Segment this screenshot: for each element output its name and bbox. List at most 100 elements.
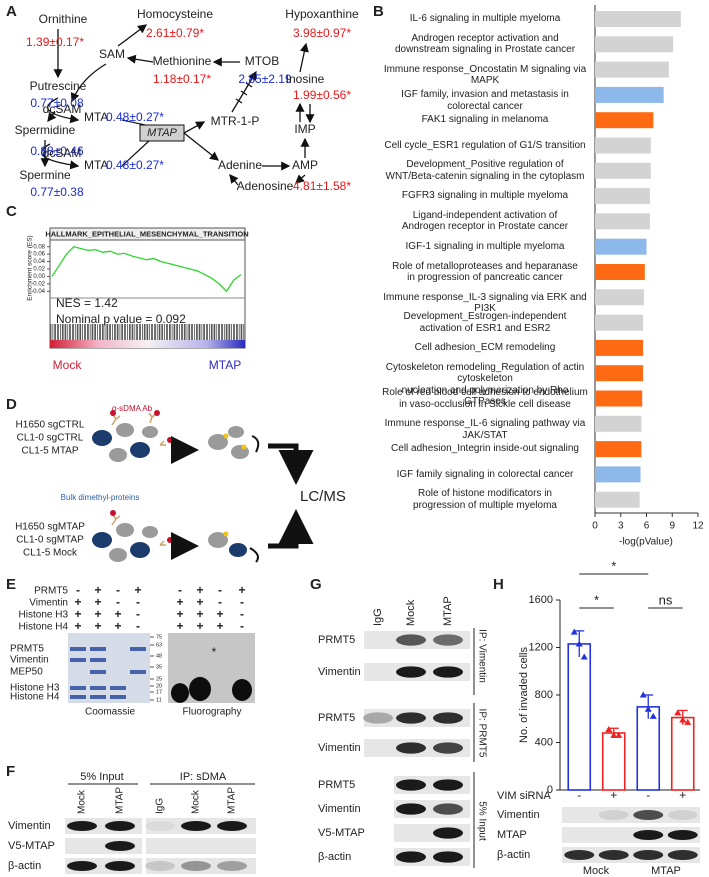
blot [562,807,700,823]
annotation: Nominal p value = 0.092 [56,312,186,326]
lane-label: Mock [77,789,88,814]
sign: - [116,583,120,597]
protein-label: Bulk dimethyl-proteins [61,493,140,502]
metabolite: Methionine [153,54,212,68]
category-label: Androgen receptor activation and downstr… [394,32,576,56]
x-tick-label: 9 [669,521,675,532]
blot-band [67,861,97,871]
panel-label: D [6,396,17,413]
gel-band [130,647,146,651]
y-tick-label: -0.02 [31,281,45,287]
band-label: PRMT5 [10,644,44,655]
pathway-arrows [40,24,315,186]
metabolite: AMP [292,158,318,172]
data-point [615,731,623,738]
chart-title: HALLMARK_EPITHELIAL_MESENCHYMAL_TRANSITI… [45,229,248,238]
gel-band [90,658,106,662]
panel-label: H [493,576,504,593]
blot [146,838,256,854]
sign: + [196,619,203,633]
blot-band [433,851,463,863]
bar [595,162,651,179]
y-tick-label: 0.08 [33,244,45,250]
data-point [679,716,687,723]
radiograph-signal [232,679,252,701]
blot-band [598,850,629,860]
metabolite: SAM [99,47,125,61]
marker-label: 48 [156,653,162,659]
panel-label: B [373,3,384,20]
blot-band [145,861,175,871]
blot-label: Vimentin [318,742,361,754]
metabolite: MTA [84,158,108,172]
bar [595,415,642,432]
bar [595,289,644,306]
blot-label: PRMT5 [318,779,355,791]
data-point [605,725,613,732]
stain-label: Coomassie [85,707,135,718]
gel-band [90,686,106,690]
category-label: Development_Positive regulation of WNT/B… [385,159,585,182]
category-label: Cell cycle_ESR1 regulation of G1/S trans… [384,139,586,151]
blot-band [396,779,426,791]
bar [595,61,669,78]
blot-band [396,666,426,678]
blot-band [396,742,426,754]
significance: * [611,558,616,573]
fold-change: 2.85±2.19 [238,72,292,86]
blot-band [633,830,664,840]
metabolite: dcSAM [43,102,82,116]
sign: - [136,595,140,609]
category-label: FAK1 signaling in melanoma [421,114,549,126]
blot-band [433,827,463,839]
sign: + [94,607,101,621]
marker-label: 20 [156,683,162,689]
gel-band [70,686,86,690]
blot-band [105,821,135,831]
es-curve [51,245,242,293]
category-label: Immune response_Oncostatin M signaling v… [383,63,587,87]
blot-band [667,810,698,820]
fold-change: 1.39±0.17* [26,35,84,49]
rank-strip [50,340,245,348]
fold-change: 1.18±0.17* [153,72,211,86]
group-label: MTAP [209,358,241,372]
gel-band [110,686,126,690]
metabolite: MTA [84,110,108,124]
blot [562,847,700,863]
blot-band [396,712,426,724]
data-point [684,718,692,725]
row-label: Histone H4 [19,622,69,633]
bar [595,441,642,458]
sign: + [216,619,223,633]
category-label: Development_Estrogen-independent activat… [403,311,567,334]
fold-change: 0.77±0.08 [30,96,84,110]
schematic [92,410,314,563]
coomassie-gel [68,633,150,703]
bar [595,36,674,53]
blot [146,858,256,874]
sign: - [178,583,182,597]
data-point [610,731,618,738]
y-tick-label: 0.04 [33,259,45,265]
blot-label: MTAP [497,829,527,841]
gel-band [110,695,126,699]
blot-label: β-actin [318,851,351,863]
category-label: Immune response_IL-6 signaling pathway v… [384,418,586,441]
data-point [570,628,578,635]
sign: - [136,607,140,621]
blot-label: Vimentin [497,809,540,821]
blot-band [667,830,698,840]
band-label: MEP50 [10,667,43,678]
fold-change: 3.98±0.97* [293,26,351,40]
metabolite: MTR-1-P [211,114,260,128]
x-tick-label: - [577,788,581,802]
metabolite: Putrescine [30,79,87,93]
bar [595,137,651,154]
x-tick-label: 0 [592,521,598,532]
gel-band [70,658,86,662]
fold-change: 4.81±1.58* [293,179,351,193]
category-label: IL-6 signaling in multiple myeloma [409,13,561,25]
radiograph-signal [171,683,189,703]
